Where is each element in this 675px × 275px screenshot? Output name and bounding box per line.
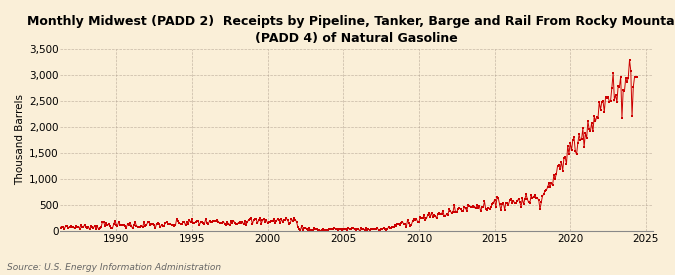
Text: Source: U.S. Energy Information Administration: Source: U.S. Energy Information Administ…: [7, 263, 221, 272]
Title: Monthly Midwest (PADD 2)  Receipts by Pipeline, Tanker, Barge and Rail From Rock: Monthly Midwest (PADD 2) Receipts by Pip…: [26, 15, 675, 45]
Y-axis label: Thousand Barrels: Thousand Barrels: [15, 94, 25, 185]
